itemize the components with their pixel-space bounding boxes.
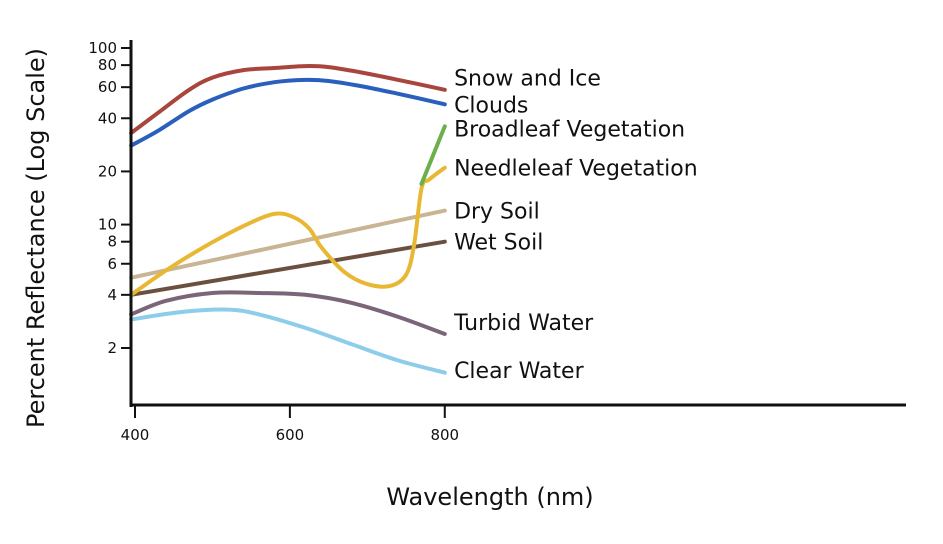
- axes-layer: [129, 40, 906, 407]
- series-layer: [129, 64, 447, 375]
- series-line-clouds: [129, 77, 447, 148]
- series-line-turbid-water: [129, 290, 447, 336]
- series-label-snow-and-ice: Snow and Ice: [454, 67, 601, 92]
- x-tick-label: 600: [276, 426, 305, 444]
- series-label-wet-soil: Wet Soil: [454, 231, 543, 256]
- series-label-clear-water: Clear Water: [454, 359, 585, 384]
- series-line-needleleaf-vegetation: [129, 165, 447, 297]
- x-tick-label: 800: [430, 426, 459, 444]
- series-label-dry-soil: Dry Soil: [454, 200, 540, 225]
- series-label-needleleaf-vegetation: Needleleaf Vegetation: [454, 157, 698, 182]
- y-axis-title: Percent Reflectance (Log Scale): [22, 48, 50, 428]
- y-tick-label: 10: [98, 216, 117, 234]
- series-label-broadleaf-vegetation: Broadleaf Vegetation: [454, 118, 685, 143]
- series-label-turbid-water: Turbid Water: [453, 311, 594, 336]
- series-line-dry-soil: [129, 208, 447, 280]
- y-tick-label: 100: [88, 39, 117, 57]
- series-line-wet-soil: [129, 239, 447, 297]
- series-label-clouds: Clouds: [454, 93, 528, 118]
- y-tick-label: 2: [107, 339, 117, 357]
- series-line-broadleaf-vegetation: [419, 124, 447, 186]
- y-tick-label: 40: [98, 109, 117, 127]
- y-tick-label: 8: [107, 233, 117, 251]
- x-tick-label: 400: [121, 426, 150, 444]
- y-tick-label: 20: [98, 162, 117, 180]
- y-tick-label: 6: [107, 255, 117, 273]
- series-line-snow-and-ice: [129, 64, 447, 135]
- series-line-clear-water: [129, 307, 447, 375]
- x-axis-title: Wavelength (nm): [386, 483, 593, 511]
- y-tick-label: 60: [98, 78, 117, 96]
- y-tick-label: 4: [107, 286, 117, 304]
- y-tick-label: 80: [98, 56, 117, 74]
